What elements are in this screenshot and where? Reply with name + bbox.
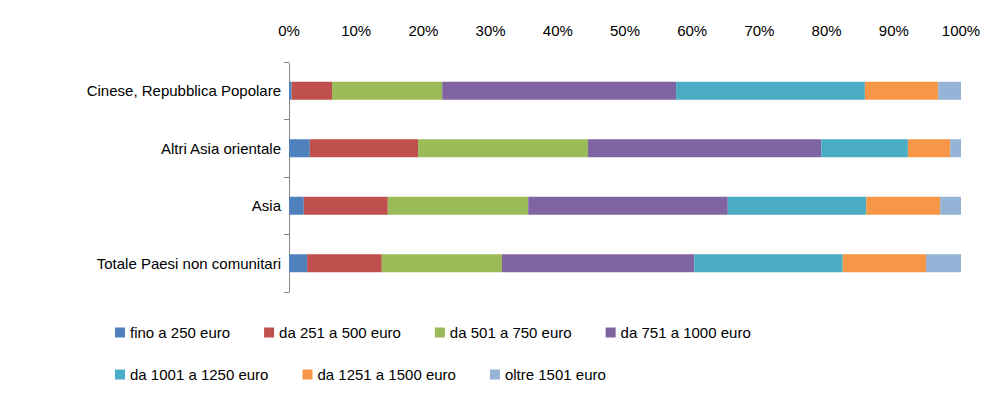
svg-text:Cinese, Repubblica Popolare: Cinese, Repubblica Popolare bbox=[87, 82, 281, 99]
svg-text:20%: 20% bbox=[408, 22, 438, 39]
svg-text:50%: 50% bbox=[610, 22, 640, 39]
svg-text:100%: 100% bbox=[942, 22, 980, 39]
svg-text:Altri Asia orientale: Altri Asia orientale bbox=[161, 140, 281, 157]
svg-text:da 251 a 500 euro: da 251 a 500 euro bbox=[279, 324, 401, 341]
svg-text:60%: 60% bbox=[677, 22, 707, 39]
svg-text:0%: 0% bbox=[278, 22, 300, 39]
svg-text:oltre 1501 euro: oltre 1501 euro bbox=[505, 366, 606, 383]
svg-text:Totale Paesi non comunitari: Totale Paesi non comunitari bbox=[97, 255, 281, 272]
svg-text:da 1251 a 1500 euro: da 1251 a 1500 euro bbox=[317, 366, 455, 383]
svg-text:70%: 70% bbox=[744, 22, 774, 39]
svg-text:80%: 80% bbox=[812, 22, 842, 39]
svg-text:fino a 250 euro: fino a 250 euro bbox=[130, 324, 230, 341]
svg-text:10%: 10% bbox=[341, 22, 371, 39]
svg-text:da 1001 a 1250 euro: da 1001 a 1250 euro bbox=[130, 366, 268, 383]
svg-text:Asia: Asia bbox=[252, 197, 282, 214]
svg-text:40%: 40% bbox=[543, 22, 573, 39]
svg-text:da 501 a 750 euro: da 501 a 750 euro bbox=[450, 324, 572, 341]
svg-text:30%: 30% bbox=[476, 22, 506, 39]
svg-text:da 751 a 1000 euro: da 751 a 1000 euro bbox=[621, 324, 751, 341]
svg-text:90%: 90% bbox=[879, 22, 909, 39]
